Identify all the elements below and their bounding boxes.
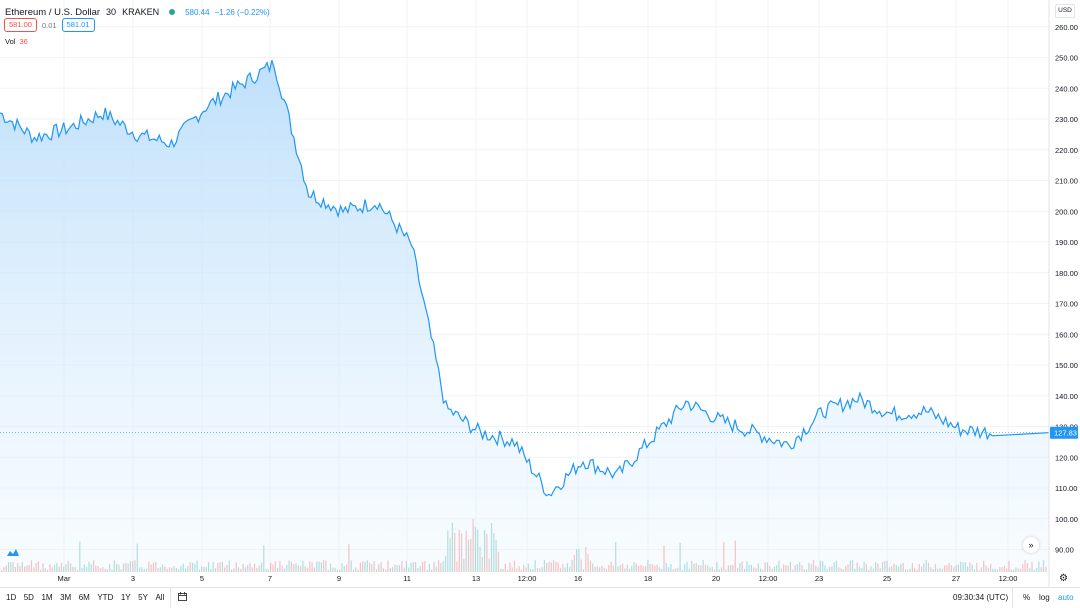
exchange-label: KRAKEN — [122, 7, 160, 17]
range-button-1y[interactable]: 1Y — [120, 593, 131, 602]
interval-label[interactable]: 30 — [106, 7, 117, 17]
volume-legend: Vol 36 — [5, 37, 28, 46]
price-tick-label: 170.00 — [1055, 300, 1078, 309]
chart-legend: Ethereum / U.S. Dollar 30 KRAKEN 580.44 … — [5, 5, 270, 19]
price-tick-label: 230.00 — [1055, 115, 1078, 124]
time-tick-label: Mar — [58, 574, 71, 583]
last-price: 580.44 — [185, 7, 210, 17]
toolbar-divider — [1012, 588, 1013, 608]
symbol-title[interactable]: Ethereum / U.S. Dollar — [5, 6, 101, 18]
time-tick-label: 20 — [712, 574, 720, 583]
price-tick-label: 260.00 — [1055, 23, 1078, 32]
price-area-fill — [0, 60, 1049, 572]
price-tick-label: 190.00 — [1055, 238, 1078, 247]
time-axis: Mar 3 5 7 9 11 13 12:00 16 18 20 12:00 23 25 27 12:00 — [58, 574, 1018, 583]
time-tick-label: 5 — [200, 574, 204, 583]
bid-ask-quote: 581.00 0.01 581.01 — [4, 18, 95, 32]
time-tick-label: 23 — [815, 574, 823, 583]
time-tick-label: 7 — [268, 574, 272, 583]
toolbar-divider — [170, 588, 171, 608]
range-button-5y[interactable]: 5Y — [138, 593, 148, 602]
scroll-to-realtime-button[interactable]: » — [1023, 537, 1039, 553]
time-tick-label: 3 — [131, 574, 135, 583]
price-chart[interactable]: 260.00250.00240.00230.00220.00210.00200.… — [0, 0, 1080, 587]
log-scale-toggle[interactable]: log — [1039, 593, 1050, 602]
market-open-icon — [169, 9, 176, 15]
range-button-6m[interactable]: 6M — [78, 593, 90, 602]
price-tick-label: 90.00 — [1055, 546, 1074, 555]
time-tick-label: 16 — [574, 574, 582, 583]
tradingview-logo-icon[interactable] — [6, 548, 20, 558]
spread-value: 0.01 — [41, 20, 57, 30]
date-range-buttons: 1D 5D 1M 3M 6M YTD 1Y 5Y All — [6, 593, 172, 602]
last-price-value: 127.83 — [1054, 429, 1077, 438]
price-tick-label: 150.00 — [1055, 361, 1078, 370]
price-tick-label: 110.00 — [1055, 484, 1077, 493]
price-tick-label: 220.00 — [1055, 146, 1078, 155]
price-points — [0, 63, 995, 495]
bottom-toolbar: 1D 5D 1M 3M 6M YTD 1Y 5Y All 09:30:34 (UTC) % lo… — [0, 587, 1080, 608]
currency-button[interactable]: USD — [1055, 4, 1075, 18]
percent-scale-toggle[interactable]: % — [1023, 593, 1031, 602]
time-tick-label: 12:00 — [518, 574, 537, 583]
time-tick-label: 9 — [337, 574, 341, 583]
time-tick-label: 13 — [472, 574, 480, 583]
range-button-all[interactable]: All — [155, 593, 165, 602]
time-tick-label: 25 — [883, 574, 891, 583]
price-tick-label: 200.00 — [1055, 207, 1078, 216]
auto-scale-toggle[interactable]: auto — [1058, 593, 1074, 602]
settings-gear-icon[interactable]: ⚙ — [1059, 573, 1068, 584]
last-price-label: 127.83 — [0, 426, 1078, 439]
price-tick-label: 120.00 — [1055, 453, 1078, 462]
time-tick-label: 18 — [644, 574, 652, 583]
range-button-1d[interactable]: 1D — [6, 593, 17, 602]
range-button-5d[interactable]: 5D — [23, 593, 34, 602]
volume-value: 36 — [19, 37, 28, 46]
volume-label: Vol — [5, 37, 16, 46]
price-tick-label: 180.00 — [1055, 269, 1078, 278]
buy-button[interactable]: 581.01 — [61, 18, 95, 32]
time-tick-label: 11 — [403, 574, 411, 583]
sell-button[interactable]: 581.00 — [4, 18, 37, 32]
goto-date-icon[interactable] — [178, 592, 187, 601]
price-tick-label: 240.00 — [1055, 84, 1078, 93]
price-tick-label: 210.00 — [1055, 177, 1078, 186]
utc-clock[interactable]: 09:30:34 (UTC) — [953, 593, 1009, 602]
time-tick-label: 27 — [952, 574, 960, 583]
time-tick-label: 12:00 — [999, 574, 1018, 583]
range-button-3m[interactable]: 3M — [60, 593, 72, 602]
price-tick-label: 250.00 — [1055, 54, 1078, 63]
price-change: −1.26 (−0.22%) — [214, 7, 270, 17]
price-axis: 260.00 250.00 240.00 230.00 220.00 210.00 200.… — [1055, 23, 1078, 555]
price-tick-label: 160.00 — [1055, 330, 1078, 339]
range-button-ytd[interactable]: YTD — [97, 593, 114, 602]
time-tick-label: 12:00 — [759, 574, 778, 583]
price-line — [0, 60, 1050, 497]
price-tick-label: 140.00 — [1055, 392, 1078, 401]
range-button-1m[interactable]: 1M — [41, 593, 53, 602]
price-tick-label: 100.00 — [1055, 515, 1078, 524]
